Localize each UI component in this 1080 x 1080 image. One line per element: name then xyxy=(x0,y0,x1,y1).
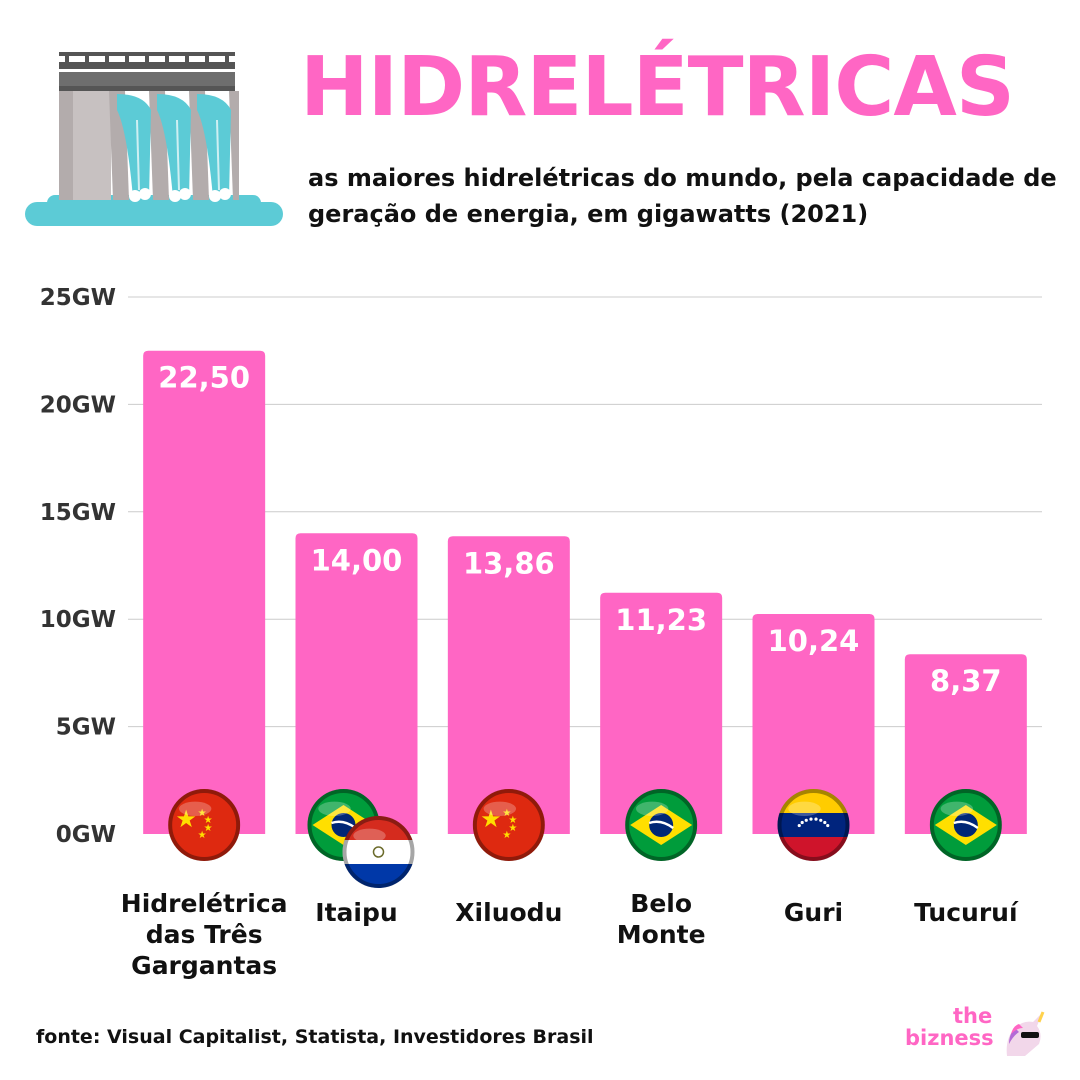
bar xyxy=(600,592,723,834)
page-title: HIDRELÉTRICAS xyxy=(300,40,1015,135)
dam-icon xyxy=(25,52,283,226)
flag-brazil-icon xyxy=(929,789,1002,861)
svg-text:★: ★ xyxy=(502,808,511,819)
x-tick-label: Xiluodu xyxy=(455,898,562,927)
brand-line-2: bizness xyxy=(905,1026,994,1050)
svg-text:★: ★ xyxy=(175,805,197,833)
brand-logo: the bizness xyxy=(905,1004,1055,1064)
brand-line-1: the xyxy=(953,1004,993,1028)
bar xyxy=(904,654,1027,834)
svg-text:★: ★ xyxy=(204,815,213,826)
data-label: 22,50 xyxy=(158,361,250,395)
x-tick-label: Hidrelétrica xyxy=(121,889,288,918)
x-tick-label: das Três xyxy=(146,920,263,949)
x-tick-label: Belo xyxy=(630,889,692,918)
x-tick-label: Itaipu xyxy=(315,898,397,927)
svg-text:★: ★ xyxy=(502,830,511,841)
flag-china-icon: ★★★★★ xyxy=(168,789,241,861)
y-tick-label: 10GW xyxy=(40,607,116,633)
data-label: 14,00 xyxy=(311,543,403,577)
y-tick-label: 25GW xyxy=(40,285,116,311)
x-tick-label: Gargantas xyxy=(131,951,277,980)
x-tick-label: Guri xyxy=(784,898,843,927)
bar-chart: 0GW 5GW 10GW 15GW 20GW 25GW 22,50 Hidrelétricad… xyxy=(40,285,1042,980)
bar xyxy=(143,350,266,834)
unicorn-icon xyxy=(1006,1011,1045,1056)
svg-text:★: ★ xyxy=(480,805,502,833)
flag-brazil-icon xyxy=(625,789,698,861)
flag-venezuela-icon xyxy=(777,789,850,861)
data-label: 13,86 xyxy=(463,546,555,580)
x-tick-label: Monte xyxy=(617,920,706,949)
y-tick-label: 5GW xyxy=(56,715,116,741)
svg-text:★: ★ xyxy=(508,815,517,826)
x-tick-label: Tucuruí xyxy=(914,898,1019,927)
bar xyxy=(447,536,570,834)
svg-text:★: ★ xyxy=(508,823,517,834)
bar xyxy=(295,533,418,834)
data-label: 11,23 xyxy=(615,603,707,637)
svg-text:★: ★ xyxy=(198,808,207,819)
y-tick-label: 0GW xyxy=(56,822,116,848)
flag-paraguay-icon xyxy=(342,816,415,888)
data-label: 8,37 xyxy=(930,664,1002,698)
svg-text:★: ★ xyxy=(198,830,207,841)
source-note: fonte: Visual Capitalist, Statista, Inve… xyxy=(36,1026,594,1048)
bar xyxy=(752,614,875,834)
page-subtitle: as maiores hidrelétricas do mundo, pela … xyxy=(308,164,1057,228)
flag-china-icon: ★★★★★ xyxy=(472,789,545,861)
y-tick-label: 20GW xyxy=(40,392,116,418)
y-tick-label: 15GW xyxy=(40,500,116,526)
svg-text:★: ★ xyxy=(204,823,213,834)
data-label: 10,24 xyxy=(768,624,860,658)
